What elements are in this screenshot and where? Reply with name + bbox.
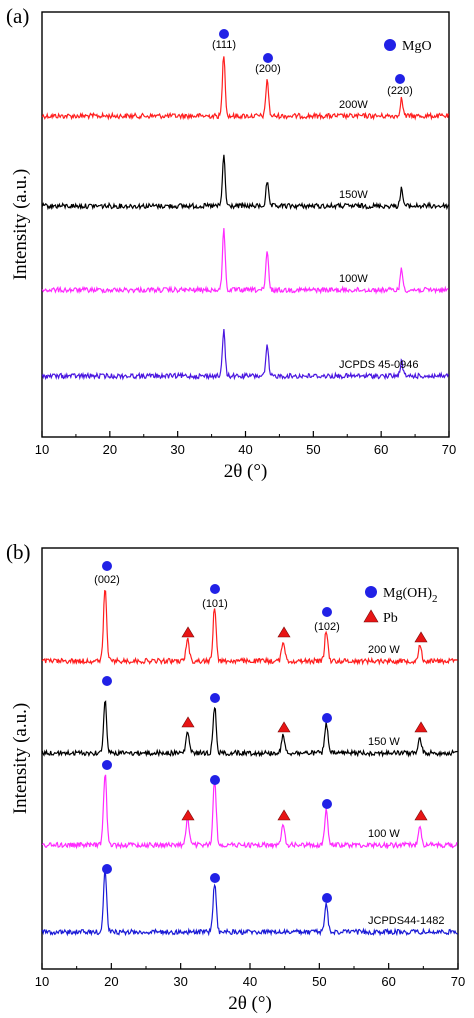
x-tick-label: 30	[170, 442, 184, 457]
panel-label: (a)	[6, 4, 29, 28]
legend-label-subscript: 2	[432, 593, 438, 605]
phase-peak-marker	[210, 693, 220, 703]
phase-peak-marker	[219, 29, 229, 39]
legend-circle-icon	[384, 39, 396, 51]
series-line-2	[41, 774, 458, 850]
pb-peak-marker	[414, 809, 428, 821]
x-axis-title: 2θ (°)	[228, 993, 272, 1014]
x-tick-label: 40	[238, 442, 252, 457]
phase-peak-marker	[102, 760, 112, 770]
legend-label-main: Pb	[383, 611, 398, 626]
pb-peak-marker	[277, 626, 291, 638]
phase-peak-marker	[322, 713, 332, 723]
panel-b-chart: (b) 10 20 30 40 50 60 70 2θ (°) Intensity (a.u.) 2…	[6, 540, 465, 1014]
phase-peak-marker	[322, 893, 332, 903]
y-axis-title: Intensity (a.u.)	[10, 703, 31, 814]
panel-label: (b)	[6, 540, 31, 564]
peak-index-label: (101)	[202, 598, 228, 610]
phase-peak-marker	[210, 584, 220, 594]
phase-peak-marker	[395, 74, 405, 84]
series-line-3	[41, 870, 458, 937]
panel-a-chart: (a) 10 20 30 40 50 60 70 2θ (°) Intensity (a.u.) 2…	[6, 4, 456, 482]
phase-peak-marker	[210, 873, 220, 883]
phase-peak-marker	[102, 864, 112, 874]
series-label: 150 W	[368, 736, 400, 748]
series-line-0	[41, 56, 450, 121]
x-tick-label: 70	[451, 974, 465, 989]
series-line-0	[41, 589, 458, 666]
legend-triangle-icon	[363, 609, 379, 623]
series-line-2	[41, 228, 449, 295]
x-tick-label: 40	[243, 974, 257, 989]
series-line-3	[41, 329, 450, 381]
peak-index-label: (200)	[255, 63, 281, 75]
pb-peak-marker	[181, 626, 195, 638]
peak-index-label: (111)	[212, 39, 236, 51]
x-tick-label: 70	[442, 442, 456, 457]
phase-peak-marker	[322, 799, 332, 809]
peak-index-label: (220)	[387, 85, 413, 97]
series-label: JCPDS 45-0946	[339, 359, 419, 371]
x-tick-label: 50	[312, 974, 326, 989]
phase-peak-marker	[263, 53, 273, 63]
series-line-1	[41, 154, 450, 211]
peak-index-label: (002)	[94, 574, 120, 586]
x-tick-label: 10	[35, 974, 49, 989]
series-line-1	[41, 700, 458, 758]
legend-label-main: MgO	[402, 39, 432, 54]
series-label: 100W	[339, 273, 368, 285]
y-axis-title: Intensity (a.u.)	[10, 169, 31, 280]
pb-peak-marker	[277, 721, 291, 733]
series-label: JCPDS44-1482	[368, 915, 444, 927]
legend-circle-icon	[365, 586, 377, 598]
phase-peak-marker	[102, 676, 112, 686]
phase-peak-marker	[210, 775, 220, 785]
series-label: 150W	[339, 189, 368, 201]
x-tick-label: 30	[173, 974, 187, 989]
series-label: 200W	[339, 99, 368, 111]
x-tick-label: 20	[104, 974, 118, 989]
pb-peak-marker	[181, 809, 195, 821]
x-tick-label: 50	[306, 442, 320, 457]
x-tick-label: 20	[103, 442, 117, 457]
pb-peak-marker	[181, 716, 195, 728]
legend-label-main: Mg(OH)	[383, 586, 432, 601]
phase-peak-marker	[322, 607, 332, 617]
series-label: 200 W	[368, 644, 400, 656]
series-label: 100 W	[368, 828, 400, 840]
x-tick-label: 60	[374, 442, 388, 457]
legend-label: Pb	[383, 611, 398, 626]
phase-peak-marker	[102, 561, 112, 571]
plot-frame	[41, 11, 450, 438]
pb-peak-marker	[277, 809, 291, 821]
x-axis-title: 2θ (°)	[224, 461, 268, 482]
x-tick-label: 60	[381, 974, 395, 989]
pb-peak-marker	[414, 721, 428, 733]
legend-label: Mg(OH)2	[383, 586, 438, 605]
legend-label: MgO	[402, 39, 432, 54]
x-tick-label: 10	[35, 442, 49, 457]
peak-index-label: (102)	[314, 621, 340, 633]
pb-peak-marker	[414, 631, 428, 643]
